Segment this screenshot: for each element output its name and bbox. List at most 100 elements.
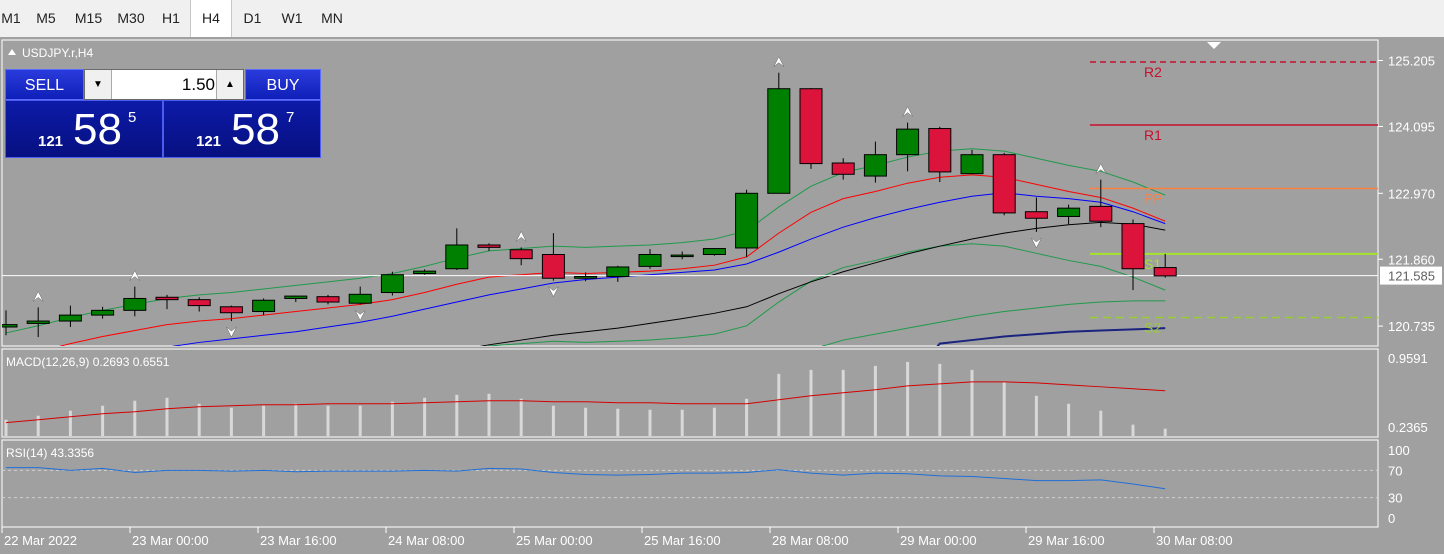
timeframe-tab-m5[interactable]: M5 bbox=[36, 10, 56, 26]
rsi-axis-label: 100 bbox=[1388, 443, 1410, 458]
envelope-upper-line bbox=[5, 148, 1166, 334]
candle-bullish bbox=[123, 297, 147, 311]
candle-bearish bbox=[219, 306, 243, 314]
fractal-up-arrow bbox=[515, 230, 527, 242]
candle-bearish bbox=[1121, 223, 1145, 270]
current-price-badge bbox=[1380, 266, 1442, 285]
candle-bullish bbox=[91, 309, 115, 316]
fractal-down-arrow bbox=[548, 286, 559, 298]
timeframe-tab-m1[interactable]: M1 bbox=[1, 10, 21, 26]
candle-bullish bbox=[284, 295, 308, 299]
fractal-up-arrow bbox=[902, 106, 913, 117]
macd-axis-max: 0.9591 bbox=[1388, 351, 1428, 366]
time-axis-label: 29 Mar 16:00 bbox=[1028, 533, 1105, 548]
timeframe-tab-w1[interactable]: W1 bbox=[281, 10, 303, 26]
candle-bearish bbox=[992, 154, 1016, 214]
macd-panel: MACD(12,26,9) 0.2693 0.6551 bbox=[1, 348, 1379, 438]
timeframe-tab-mn[interactable]: MN bbox=[321, 10, 343, 26]
price-axis-label: 122.970 bbox=[1388, 186, 1435, 201]
rsi-axis-label: 70 bbox=[1388, 463, 1402, 478]
candle-bullish bbox=[574, 275, 598, 279]
time-axis-label: 25 Mar 16:00 bbox=[644, 533, 721, 548]
candle-bullish bbox=[960, 154, 984, 175]
candle-bearish bbox=[1089, 205, 1113, 222]
sell-price-prefix: 121 bbox=[38, 133, 64, 150]
candle-bullish bbox=[348, 293, 372, 304]
price-axis-label: 125.205 bbox=[1388, 53, 1435, 68]
time-axis-label: 25 Mar 00:00 bbox=[516, 533, 593, 548]
macd-axis-min: 0.2365 bbox=[1388, 420, 1428, 435]
timeframe-tab-m30[interactable]: M30 bbox=[117, 10, 145, 26]
pivot-label-r2: R2 bbox=[1144, 64, 1162, 80]
sell-price-box[interactable]: 121 58 5 bbox=[5, 100, 163, 158]
candle-bullish bbox=[413, 270, 437, 275]
candle-bullish bbox=[670, 254, 694, 258]
price-axis-label: 120.735 bbox=[1388, 319, 1435, 334]
lot-size-input[interactable] bbox=[113, 73, 217, 97]
candle-bearish bbox=[316, 296, 340, 303]
fractal-down-arrow bbox=[1031, 237, 1042, 249]
buy-price-box[interactable]: 121 58 7 bbox=[163, 100, 321, 158]
buy-button[interactable]: BUY bbox=[245, 69, 321, 100]
moving-average-black-line bbox=[479, 221, 1166, 346]
fractal-up-arrow bbox=[773, 56, 785, 67]
candle-bullish bbox=[26, 320, 50, 324]
fractal-down-arrow bbox=[226, 326, 237, 338]
timeframe-tab-m15[interactable]: M15 bbox=[74, 10, 103, 26]
candle-bullish bbox=[58, 314, 82, 322]
time-axis-label: 23 Mar 16:00 bbox=[260, 533, 337, 548]
price-axis-label: 124.095 bbox=[1388, 119, 1435, 134]
lot-decrease-button[interactable]: ▼ bbox=[85, 70, 112, 99]
timeframe-tab-d1[interactable]: D1 bbox=[243, 10, 262, 26]
sell-button[interactable]: SELL bbox=[5, 69, 84, 100]
candle-bullish bbox=[638, 253, 662, 267]
time-axis-label: 30 Mar 08:00 bbox=[1156, 533, 1233, 548]
candle-bullish bbox=[702, 248, 726, 255]
candle-bullish bbox=[1057, 207, 1081, 217]
candle-bearish bbox=[541, 253, 565, 279]
fractal-up-arrow bbox=[129, 270, 141, 281]
candle-bearish bbox=[509, 249, 533, 260]
fractal-down-arrow bbox=[354, 310, 366, 321]
candle-bullish bbox=[735, 192, 759, 249]
pivot-label-pp: PP bbox=[1144, 191, 1163, 207]
envelope-outer-upper-line bbox=[821, 300, 1166, 346]
timeframe-tab-h4[interactable]: H4 bbox=[190, 0, 232, 37]
time-axis-label: 28 Mar 08:00 bbox=[772, 533, 849, 548]
one-click-trading-panel: SELL ▼ ▲ BUY 121 58 5 121 58 7 bbox=[5, 69, 321, 158]
lot-size-control: ▼ ▲ bbox=[84, 69, 244, 100]
candle-bearish bbox=[928, 128, 952, 173]
rsi-axis-label: 30 bbox=[1388, 491, 1402, 506]
buy-price-prefix: 121 bbox=[196, 133, 222, 150]
rsi-panel: RSI(14) 43.3356 bbox=[1, 439, 1379, 528]
buy-price-main: 58 bbox=[231, 105, 280, 154]
sell-price-main: 58 bbox=[73, 105, 122, 154]
timeframe-tab-h1[interactable]: H1 bbox=[162, 10, 180, 26]
sell-price-pip: 5 bbox=[128, 109, 137, 126]
time-axis-label: 23 Mar 00:00 bbox=[132, 533, 209, 548]
fractal-up-arrow bbox=[1095, 163, 1107, 174]
candle-bearish bbox=[831, 162, 855, 175]
candle-bullish bbox=[606, 266, 630, 277]
moving-average-navy-line bbox=[936, 327, 1166, 346]
candle-bearish bbox=[187, 299, 211, 307]
current-price-label: 121.585 bbox=[1388, 269, 1435, 284]
candle-bullish bbox=[445, 244, 469, 270]
chart-shift-marker-icon bbox=[1207, 42, 1221, 49]
candle-bearish bbox=[477, 244, 501, 248]
axes: 125.205 124.095 122.970 121.860 120.735 121.5… bbox=[1, 53, 1442, 548]
candle-bullish bbox=[896, 128, 920, 156]
time-axis-label: 24 Mar 08:00 bbox=[388, 533, 465, 548]
candle-bullish bbox=[767, 88, 791, 194]
collapse-triangle-icon bbox=[8, 49, 16, 55]
time-axis-label: 29 Mar 00:00 bbox=[900, 533, 977, 548]
macd-signal-line bbox=[5, 381, 1166, 424]
candle-bearish bbox=[1024, 211, 1048, 219]
candle-bullish bbox=[252, 299, 276, 313]
lot-increase-button[interactable]: ▲ bbox=[216, 70, 243, 99]
pivot-label-s2: S2 bbox=[1144, 319, 1161, 335]
macd-panel-frame bbox=[1, 348, 1379, 438]
